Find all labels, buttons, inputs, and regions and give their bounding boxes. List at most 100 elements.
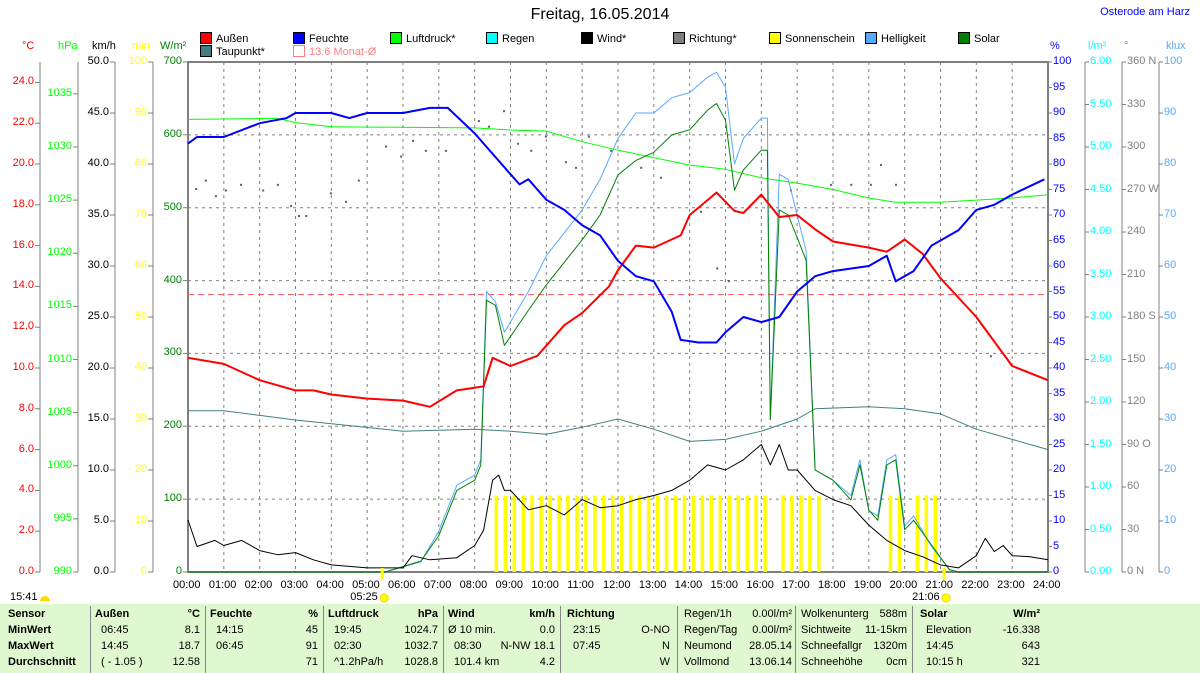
sunshine-bar (503, 495, 508, 572)
x-tick-label: 17:00 (782, 579, 810, 591)
axis-tick-label: 210 (1127, 267, 1146, 280)
axis-unit-solar: W/m² (160, 40, 187, 52)
sunshine-bar (557, 495, 561, 572)
sunset-sun-icon (941, 593, 951, 603)
axis-tick-label: 1020 (47, 246, 72, 259)
x-tick-label: 11:00 (567, 579, 594, 591)
legend-swatch (673, 32, 685, 44)
axis-tick-label: 100 (1164, 55, 1183, 67)
series-line-feuchte (187, 106, 1045, 344)
axis-unit-sun: min (132, 40, 150, 52)
axis-tick-label: 30 (134, 412, 147, 424)
feuchte-unit: % (308, 608, 318, 620)
axis-tick-label: 45.0 (87, 106, 109, 118)
wolken-value: 1320m (873, 640, 907, 652)
luftdruck-value: 1032.7 (404, 640, 438, 652)
direction-point (610, 149, 613, 152)
x-tick-label: 16:00 (746, 579, 774, 591)
sunshine-bar (790, 495, 794, 572)
wolken-label: Schneehöhe (801, 656, 863, 668)
chart-canvas (35, 61, 1163, 603)
table-divider (323, 606, 324, 673)
x-tick-label: 04:00 (316, 579, 344, 591)
axis-tick-label: 1030 (47, 140, 72, 152)
legend-item: Wind* (581, 32, 626, 45)
axis-tick-label: 100 (1053, 55, 1072, 67)
feuchte-time: 14:15 (216, 624, 244, 636)
luftdruck-time: ^1.2hPa/h (334, 656, 384, 668)
x-tick-label: 08:00 (459, 579, 488, 591)
luftdruck-time: 19:45 (334, 624, 362, 636)
sunshine-bar (602, 495, 606, 572)
feuchte-time: 06:45 (216, 640, 244, 652)
axis-tick-label: 0 (140, 565, 147, 577)
row-label: Durchschnitt (8, 656, 76, 668)
axis-tick-label: 55 (1053, 284, 1066, 297)
axis-tick-label: 20 (134, 463, 147, 475)
sunshine-bar (548, 495, 552, 572)
axis-tick-label: 180 S (1127, 310, 1156, 322)
axis-tick-label: 4.50 (1090, 182, 1112, 195)
axis-tick-label: 990 (53, 565, 72, 577)
axis-tick-label: 500 (163, 200, 182, 213)
direction-point (262, 189, 265, 192)
direction-point (329, 192, 332, 195)
sunshine-bar (709, 495, 714, 572)
legend-swatch (958, 32, 970, 44)
legend-item: Sonnenschein (769, 32, 855, 45)
x-tick-label: 18:00 (818, 579, 846, 591)
legend-label: Außen (216, 33, 249, 45)
sunshine-bar (664, 495, 669, 572)
station-name[interactable]: Osterode am Harz (1100, 6, 1190, 18)
table-divider (795, 606, 796, 673)
aussen-value: 8.1 (184, 624, 200, 636)
axis-tick-label: 60 (1164, 259, 1177, 271)
legend-label: Taupunkt* (216, 46, 265, 58)
axis-tick-label: 3.00 (1090, 310, 1112, 322)
x-tick-label: 15:00 (710, 579, 739, 591)
x-tick-label: 10:00 (531, 579, 559, 591)
axis-tick-label: 24.0 (12, 75, 34, 88)
sunshine-bar (673, 495, 678, 572)
axis-unit-rain: l/m² (1088, 40, 1107, 52)
direction-point (640, 166, 643, 169)
direction-point (989, 355, 992, 358)
wind-value: 4.2 (539, 656, 555, 668)
aussen-unit: °C (187, 608, 200, 620)
direction-point (411, 139, 414, 142)
axis-tick-label: 5 (1053, 539, 1060, 552)
richtung-header: Richtung (567, 608, 615, 620)
sunshine-bar (521, 495, 525, 572)
aussen-value: 12.58 (172, 656, 200, 668)
sunshine-bar (628, 495, 633, 572)
aussen-time: ( - 1.05 ) (101, 656, 143, 668)
axis-tick-label: 330 (1127, 97, 1146, 110)
axis-tick-label: 100 (163, 492, 182, 505)
axis-unit-hum: % (1050, 40, 1060, 52)
axis-tick-label: 70 (1053, 208, 1066, 220)
sunshine-bar (915, 495, 920, 572)
axis-tick-label: 400 (163, 273, 182, 286)
legend-swatch (865, 32, 877, 44)
direction-point (587, 135, 590, 138)
wolken-value: 0cm (886, 656, 907, 668)
axis-tick-label: 0.50 (1090, 522, 1112, 535)
regen-label: Neumond (684, 640, 732, 652)
axis-tick-label: 50 (1164, 310, 1177, 322)
direction-point (544, 135, 547, 138)
wind-unit: km/h (529, 608, 555, 620)
axis-tick-label: 20 (1053, 463, 1066, 475)
x-tick-label: 07:00 (423, 579, 452, 591)
axis-tick-label: 14.0 (12, 279, 34, 292)
series-line-solar (188, 103, 1048, 573)
aussen-header: Außen (95, 608, 130, 620)
axis-tick-label: 70 (1164, 208, 1177, 220)
axis-tick-label: 30 (1127, 522, 1140, 535)
wind-time: 08:30 (454, 640, 482, 652)
sunrise-sun-icon (379, 593, 389, 603)
sunshine-bar (817, 495, 821, 572)
sunshine-bar (655, 495, 660, 572)
axis-tick-label: 30.0 (87, 259, 109, 271)
table-divider (560, 606, 561, 673)
